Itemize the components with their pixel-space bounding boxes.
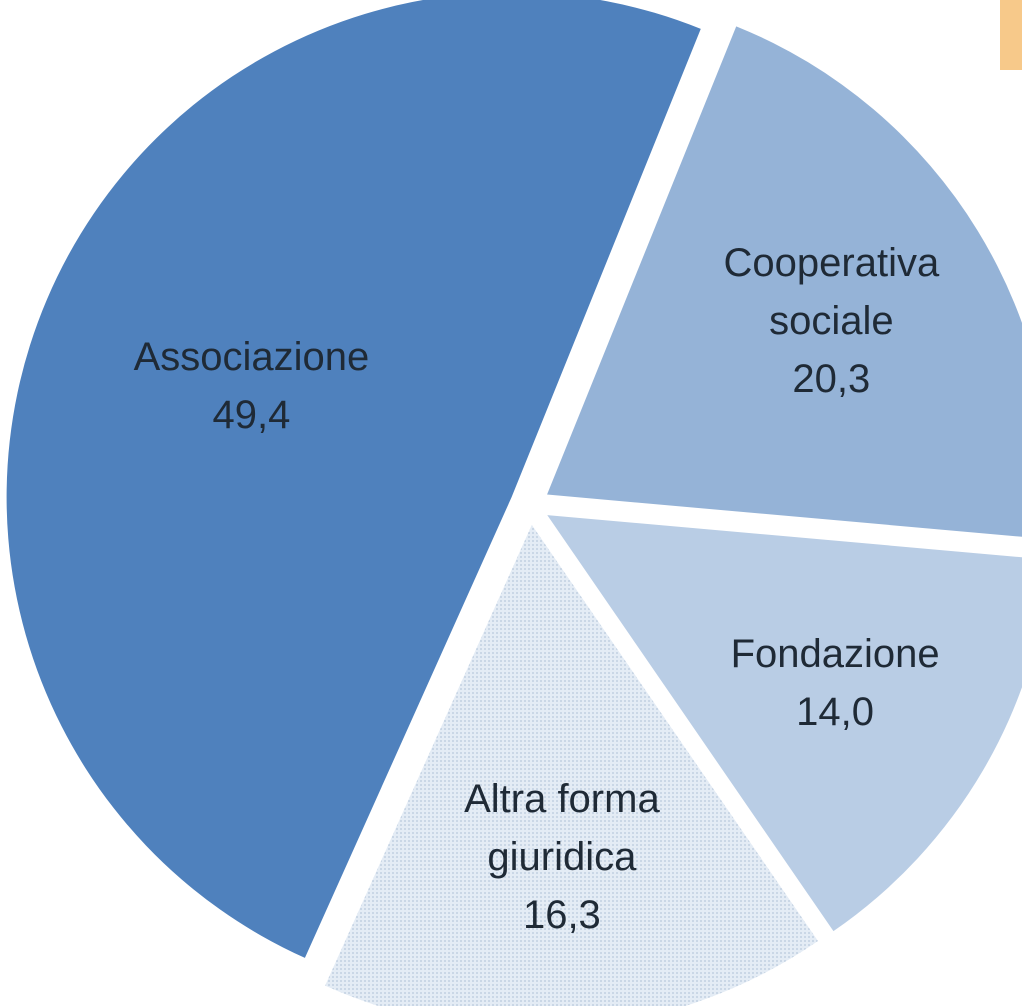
- category-label: Associazione: [133, 335, 370, 380]
- pie-slice: [547, 515, 1022, 932]
- value-label: 14,0: [796, 690, 875, 735]
- value-label: 49,4: [212, 393, 291, 438]
- pie-slice: [6, 0, 701, 958]
- category-label: Altra forma giuridica: [464, 776, 660, 879]
- slice-label: Fondazione 14,0: [685, 625, 985, 741]
- slice-label: Cooperativa sociale 20,3: [681, 234, 981, 408]
- pie-slice: [547, 26, 1022, 537]
- value-label: 20,3: [792, 356, 871, 401]
- pie-slice: [325, 524, 818, 1006]
- slice-label: Associazione 49,4: [101, 328, 401, 444]
- value-label: 16,3: [522, 892, 601, 937]
- category-label: Cooperativa sociale: [723, 240, 940, 343]
- slice-label: Altra forma giuridica 16,3: [412, 770, 712, 944]
- decoration: [1000, 0, 1022, 70]
- category-label: Fondazione: [730, 632, 940, 677]
